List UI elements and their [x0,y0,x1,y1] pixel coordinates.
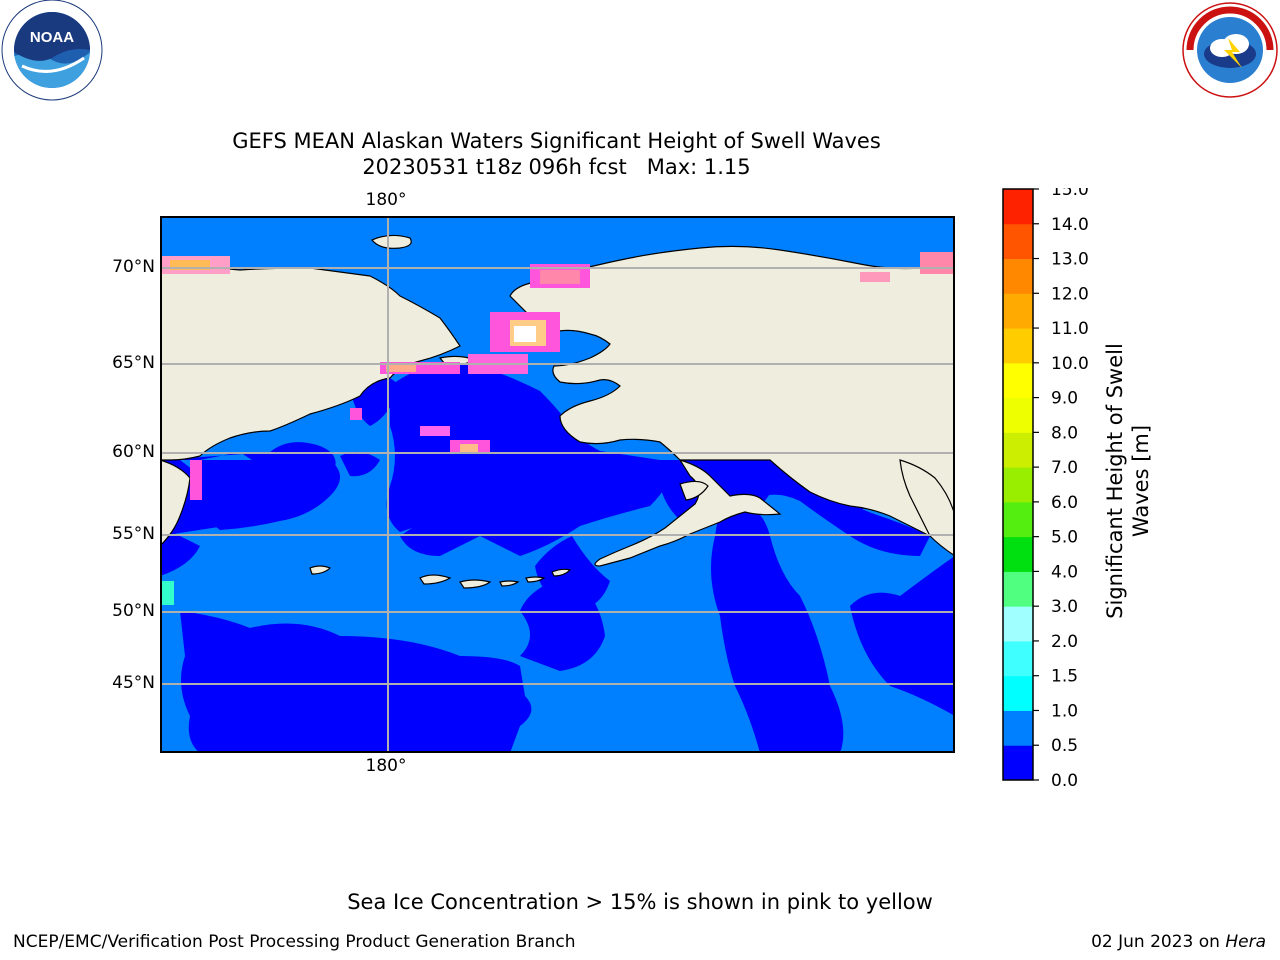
colorbar-tick-label: 14.0 [1051,215,1089,235]
colorbar-tick-label: 3.0 [1051,597,1078,617]
colorbar-tick-label: 4.0 [1051,562,1078,582]
colorbar-tick-label: 0.0 [1051,771,1078,788]
colorbar-title: Significant Height of Swell Waves [m] [1102,301,1154,661]
nws-logo [1182,2,1278,98]
colorbar-tick-label: 10.0 [1051,354,1089,374]
footer-date: 02 Jun 2023 on Hera [1091,932,1266,952]
colorbar-segment [1003,293,1033,329]
colorbar-tick-label: 8.0 [1051,423,1078,443]
colorbar-segment [1003,536,1033,572]
colorbar-segment [1003,675,1033,711]
colorbar-segment [1003,189,1033,225]
colorbar-tick-label: 6.0 [1051,493,1078,513]
colorbar-segment [1003,328,1033,364]
title-line-1: GEFS MEAN Alaskan Waters Significant Hei… [232,129,881,153]
noaa-logo: NOAA [1,0,103,101]
noaa-logo-text: NOAA [30,29,74,46]
bottom-longitude-label: 180° [365,756,407,776]
colorbar-tick-label: 0.5 [1051,736,1078,756]
colorbar-tick-label: 1.0 [1051,701,1078,721]
lat-label-65: 65°N [112,353,155,373]
colorbar-segment [1003,606,1033,642]
colorbar-segment [1003,432,1033,468]
colorbar-title-line-1: Significant Height of Swell [1103,343,1127,619]
sea-ice-note: Sea Ice Concentration > 15% is shown in … [347,890,933,914]
lat-label-60: 60°N [112,442,155,462]
colorbar-border [1002,188,1034,781]
colorbar-tick-label: 2.0 [1051,632,1078,652]
colorbar-tick-label: 15.0 [1051,188,1089,200]
colorbar-segment [1003,745,1033,781]
footer-host: Hera [1225,932,1266,952]
graticule [160,216,955,753]
colorbar-tick-label: 9.0 [1051,389,1078,409]
colorbar-tick-label: 11.0 [1051,319,1089,339]
colorbar-title-line-2: Waves [m] [1129,424,1153,538]
colorbar-tick-label: 1.5 [1051,667,1078,687]
lat-label-45: 45°N [112,673,155,693]
colorbar-tick-label: 12.0 [1051,284,1089,304]
swell-height-map [160,216,955,753]
colorbar: 0.0 0.5 1.0 1.5 2.0 3.0 4.0 5.0 6.0 7.0 8.0 9.0 10.0… [1002,188,1089,788]
title-line-2: 20230531 t18z 096h fcst Max: 1.15 [362,155,751,179]
colorbar-segment [1003,467,1033,503]
swell-teal-spot [160,581,174,605]
lat-label-70: 70°N [112,257,155,277]
colorbar-segment [1003,710,1033,746]
colorbar-segment [1003,501,1033,538]
top-longitude-label: 180° [365,190,407,210]
colorbar-segment [1003,397,1033,433]
colorbar-segment [1003,223,1033,260]
colorbar-tick-label: 7.0 [1051,458,1078,478]
footer-date-text: 02 Jun 2023 on [1091,932,1226,952]
colorbar-tick-label: 5.0 [1051,528,1078,548]
colorbar-segment [1003,258,1033,294]
lat-label-55: 55°N [112,524,155,544]
colorbar-segment [1003,571,1033,607]
colorbar-segment [1003,640,1033,677]
footer-branch: NCEP/EMC/Verification Post Processing Pr… [13,932,576,952]
lat-label-50: 50°N [112,601,155,621]
chart-title: GEFS MEAN Alaskan Waters Significant Hei… [0,128,1113,180]
colorbar-segment [1003,362,1033,399]
colorbar-tick-label: 13.0 [1051,250,1089,270]
